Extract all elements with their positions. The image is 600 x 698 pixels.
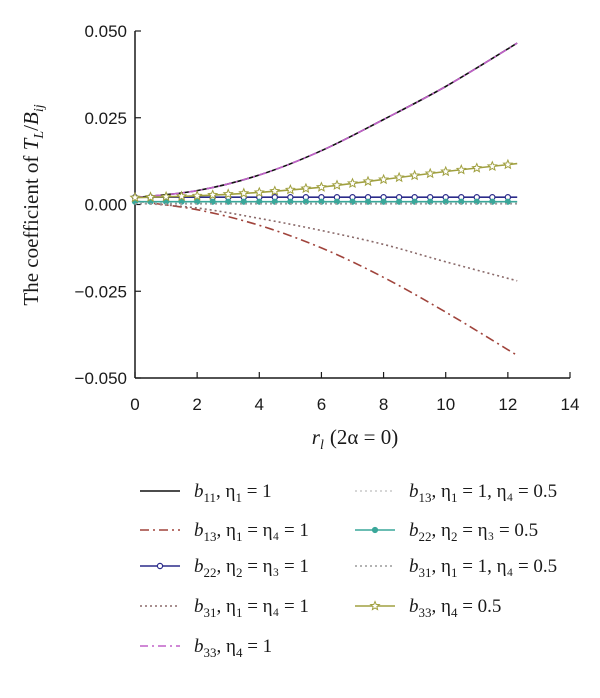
y-axis-label-slash: / xyxy=(19,125,43,131)
x-tick-label: 8 xyxy=(379,395,388,414)
series-b33_eta4_05 xyxy=(129,158,518,203)
series-point-b33_eta4_05 xyxy=(455,163,467,175)
y-tick-label: −0.050 xyxy=(75,369,127,388)
y-tick-label: 0.025 xyxy=(84,109,127,128)
x-tick-label: 4 xyxy=(255,395,264,414)
legend-label: b33, η4 = 0.5 xyxy=(409,596,501,620)
series-point-b33_eta4_05 xyxy=(222,188,234,199)
series-point-b33_eta4_05 xyxy=(284,183,296,195)
y-axis-label-t-sub: L xyxy=(32,131,47,140)
legend-label: b13, η1 = η₄ = 1 xyxy=(194,520,309,544)
x-ticks: 0 2 4 6 8 10 12 14 xyxy=(130,372,579,414)
legend-entry-b33_eta4_1: b33, η4 = 1 xyxy=(140,636,272,660)
legend-label: b31, η1 = η₄ = 1 xyxy=(194,596,309,620)
series-point-b33_eta4_05 xyxy=(253,186,265,198)
legend-entry-b13_eta1_1_eta4_05: b13, η1 = 1, η₄ = 0.5 xyxy=(355,481,557,505)
series-b31_eta1_eta4_1 xyxy=(134,202,518,282)
legend-marker xyxy=(369,600,381,611)
legend-label: b22, η2 = η₃ = 0.5 xyxy=(409,520,538,544)
x-tick-label: 12 xyxy=(498,395,517,414)
legend: b11, η1 = 1 b13, η1 = η₄ = 1 b22, η2 = η₃ … xyxy=(140,481,557,660)
series-line-b13_eta1_eta4_1 xyxy=(134,200,518,357)
x-tick-label: 6 xyxy=(317,395,326,414)
x-axis-label-paren: (2α = 0) xyxy=(330,425,398,449)
series-point-b33_eta4_05 xyxy=(393,171,405,183)
series-point-b33_eta4_05 xyxy=(191,189,203,201)
series-point-b33_eta4_05 xyxy=(440,165,452,177)
x-axis-label: rl (2α = 0) xyxy=(312,425,398,453)
series-point-b33_eta4_05 xyxy=(269,185,281,196)
y-axis-label-b-sub: ij xyxy=(32,104,47,112)
series-point-b33_eta4_05 xyxy=(315,181,327,192)
legend-label: b22, η2 = η₃ = 1 xyxy=(194,556,309,580)
series-point-b33_eta4_05 xyxy=(502,158,514,170)
y-tick-label: −0.025 xyxy=(75,282,127,301)
y-axis-label: The coefficient of TL/Bij xyxy=(19,104,47,305)
series-b33_eta4_1 xyxy=(134,42,518,199)
legend-label: b31, η1 = 1, η₄ = 0.5 xyxy=(409,556,557,580)
series-line-b33_eta4_1 xyxy=(134,42,518,199)
series-point-b33_eta4_05 xyxy=(471,162,483,173)
series-point-b33_eta4_05 xyxy=(486,160,498,172)
y-axis-label-t: T xyxy=(19,137,43,150)
series-point-b33_eta4_05 xyxy=(378,173,390,185)
series-point-b33_eta4_05 xyxy=(160,190,172,202)
series-b22_eta2_eta3_05 xyxy=(131,198,518,205)
series-line-b11_eta1_1 xyxy=(134,42,518,199)
x-tick-label: 10 xyxy=(436,395,455,414)
x-axis-label-sub: l xyxy=(320,438,324,453)
y-tick-label: 0.000 xyxy=(84,196,127,215)
y-tick-label: 0.050 xyxy=(84,22,127,41)
series-point-b33_eta4_05 xyxy=(409,169,421,181)
series-point-b33_eta4_05 xyxy=(238,187,250,198)
legend-label: b11, η1 = 1 xyxy=(194,481,272,505)
legend-entry-b22_eta2_eta3_05: b22, η2 = η₃ = 0.5 xyxy=(355,520,538,544)
series-point-b33_eta4_05 xyxy=(331,179,343,190)
series-b13_eta1_eta4_1 xyxy=(134,200,518,357)
series-lines xyxy=(129,42,518,357)
series-point-b33_eta4_05 xyxy=(346,177,359,189)
legend-marker xyxy=(156,562,164,570)
legend-entry-b13_eta1_eta4_1: b13, η1 = η₄ = 1 xyxy=(140,520,309,544)
x-axis-label-main: r xyxy=(312,425,321,449)
x-tick-label: 0 xyxy=(130,395,139,414)
series-point-b33_eta4_05 xyxy=(145,191,157,202)
legend-label: b13, η1 = 1, η₄ = 0.5 xyxy=(409,481,557,505)
y-axis-label-prefix: The coefficient of xyxy=(19,150,43,305)
legend-entry-b11_eta1_1: b11, η1 = 1 xyxy=(140,481,272,505)
legend-entry-b31_eta1_1_eta4_05: b31, η1 = 1, η₄ = 0.5 xyxy=(355,556,557,580)
legend-marker xyxy=(371,526,379,534)
series-point-b33_eta4_05 xyxy=(424,167,436,179)
legend-entry-b33_eta4_05: b33, η4 = 0.5 xyxy=(355,596,501,620)
series-point-b33_eta4_05 xyxy=(207,189,219,200)
series-point-b33_eta4_05 xyxy=(129,191,141,203)
x-tick-label: 2 xyxy=(192,395,201,414)
legend-entry-b31_eta1_eta4_1: b31, η1 = η₄ = 1 xyxy=(140,596,309,620)
plot-area: 0 2 4 6 8 10 12 14 0.050 0.025 0.000 −0.025 −0.050 xyxy=(75,22,580,414)
y-axis-label-b: B xyxy=(19,112,43,125)
series-point-b33_eta4_05 xyxy=(362,175,374,187)
series-b11_eta1_1 xyxy=(134,42,518,199)
series-point-b33_eta4_05 xyxy=(300,182,312,194)
y-ticks: 0.050 0.025 0.000 −0.025 −0.050 xyxy=(75,22,141,388)
legend-label: b33, η4 = 1 xyxy=(194,636,272,660)
legend-entry-b22_eta2_eta3_1: b22, η2 = η₃ = 1 xyxy=(140,556,309,580)
series-line-b31_eta1_eta4_1 xyxy=(134,202,518,282)
series-point-b22_eta2_eta3_05 xyxy=(380,198,387,205)
x-tick-label: 14 xyxy=(561,395,580,414)
series-point-b33_eta4_05 xyxy=(176,190,188,201)
